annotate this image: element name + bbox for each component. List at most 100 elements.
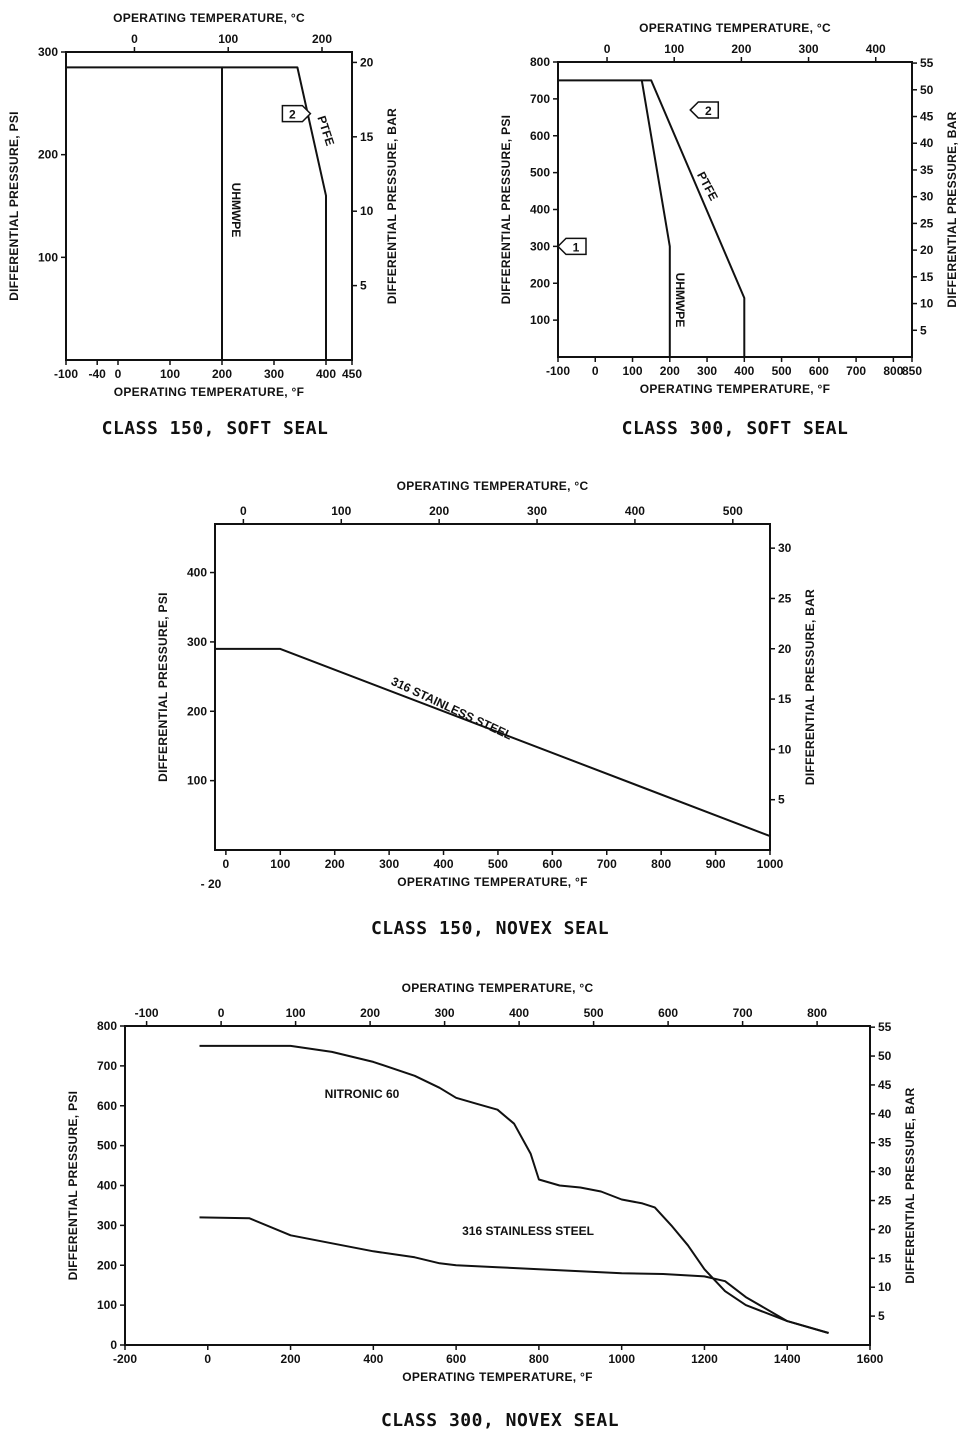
y-tick-label: 300	[530, 239, 550, 253]
series-line	[222, 66, 327, 360]
x2-tick-label: 800	[807, 1006, 827, 1020]
x-tick-label: 1200	[691, 1352, 718, 1366]
y2-axis-label: DIFFERENTIAL PRESSURE, BAR	[803, 589, 817, 785]
y2-tick-label: 5	[920, 323, 927, 337]
y2-tick-label: 20	[778, 642, 792, 656]
y-tick-label: 300	[97, 1218, 117, 1232]
y2-tick-label: 30	[920, 190, 934, 204]
x-tick-label: 200	[281, 1352, 301, 1366]
x-tick-label: 400	[363, 1352, 383, 1366]
x-tick-label: 100	[270, 857, 290, 871]
y2-tick-label: 30	[878, 1165, 892, 1179]
y2-tick-label: 20	[920, 243, 934, 257]
x-tick-label: 0	[592, 364, 599, 378]
plot-frame	[557, 61, 913, 358]
x-tick-label: 1400	[774, 1352, 801, 1366]
y2-tick-label: 15	[360, 130, 374, 144]
y-tick-label: 200	[38, 148, 58, 162]
y-tick-label: 800	[97, 1019, 117, 1033]
y-tick-label: 300	[38, 45, 58, 59]
x2-tick-label: 200	[429, 504, 449, 518]
y2-axis-label: DIFFERENTIAL PRESSURE, BAR	[385, 108, 399, 304]
y-tick-label: 400	[530, 203, 550, 217]
x2-tick-label: 100	[664, 42, 684, 56]
plot-frame	[214, 523, 771, 851]
x2-tick-label: 0	[131, 32, 138, 46]
chart-class150-novex-seal: 0 100 200 300 400 500 600 700 800 900 1000- 20 100 2…	[0, 462, 972, 912]
chart-caption: CLASS 300, NOVEX SEAL	[380, 1410, 620, 1431]
x2-tick-label: 0	[218, 1006, 225, 1020]
x-tick-label: 700	[597, 857, 617, 871]
annotation-flag: 2	[281, 104, 312, 123]
series-label: UHMWPE	[229, 183, 243, 238]
x-tick-label: 0	[115, 367, 122, 381]
x-tick-label: 0	[204, 1352, 211, 1366]
y-tick-label: 200	[97, 1258, 117, 1272]
x-tick-label: 700	[846, 364, 866, 378]
x-tick-label: 500	[772, 364, 792, 378]
x-axis-label: OPERATING TEMPERATURE, °F	[397, 875, 588, 889]
y2-tick-label: 40	[920, 136, 934, 150]
x-tick-label: 200	[660, 364, 680, 378]
y2-tick-label: 45	[920, 110, 934, 124]
y2-tick-label: 25	[878, 1194, 892, 1208]
x-tick-label: 0	[223, 857, 230, 871]
y2-tick-label: 55	[920, 56, 934, 70]
series-line	[199, 1044, 829, 1334]
chart-caption: CLASS 300, SOFT SEAL	[621, 418, 849, 439]
y2-tick-label: 55	[878, 1020, 892, 1034]
y2-tick-label: 45	[878, 1078, 892, 1092]
x2-tick-label: 300	[527, 504, 547, 518]
y-tick-label: 800	[530, 55, 550, 69]
chart-caption: CLASS 150, SOFT SEAL	[101, 418, 329, 439]
y2-tick-label: 50	[920, 83, 934, 97]
x2-tick-label: -100	[135, 1006, 159, 1020]
y-tick-label: 200	[530, 276, 550, 290]
x2-tick-label: 100	[286, 1006, 306, 1020]
y-axis-label: DIFFERENTIAL PRESSURE, PSI	[7, 111, 21, 301]
annotation-flag: 2	[689, 101, 720, 119]
series-label: UHMWPE	[673, 273, 687, 328]
x-tick-label: 200	[325, 857, 345, 871]
x2-tick-label: 100	[331, 504, 351, 518]
x2-tick-label: 500	[723, 504, 743, 518]
flag-label: 2	[705, 104, 712, 118]
x-tick-label: 500	[488, 857, 508, 871]
y-tick-label: 500	[530, 166, 550, 180]
y-axis-label: DIFFERENTIAL PRESSURE, PSI	[66, 1091, 80, 1281]
annotation-flag: 1	[556, 237, 587, 256]
chart-svg: -100 -40 0 100 200 300 400 450 100 200 300 0 100 200 5…	[7, 11, 399, 399]
x-tick-label: 600	[809, 364, 829, 378]
y2-tick-label: 20	[878, 1222, 892, 1236]
x-axis-label: OPERATING TEMPERATURE, °F	[402, 1370, 593, 1384]
x-tick-label: 600	[542, 857, 562, 871]
x-tick-label: 400	[734, 364, 754, 378]
series-label: PTFE	[314, 114, 337, 147]
y-tick-label: 700	[530, 92, 550, 106]
chart-svg: 0 100 200 300 400 500 600 700 800 900 1000- 201002…	[156, 479, 817, 891]
x-tick-label: 400	[316, 367, 336, 381]
x-axis-label: OPERATING TEMPERATURE, °F	[114, 385, 305, 399]
y-tick-label: 400	[97, 1179, 117, 1193]
x2-tick-label: 500	[584, 1006, 604, 1020]
series-label: NITRONIC 60	[325, 1087, 400, 1101]
y2-tick-label: 15	[878, 1251, 892, 1265]
y2-tick-label: 15	[778, 692, 792, 706]
chart-class300-novex-seal: -200 0 200 400 600 800 1000 1200 1400 1600 0 100 200…	[0, 968, 972, 1408]
y2-tick-label: 30	[778, 541, 792, 555]
x-tick-label: 800	[529, 1352, 549, 1366]
series-line	[558, 79, 671, 357]
x-tick-label: 300	[697, 364, 717, 378]
flag-shape	[689, 101, 720, 119]
y2-tick-label: 5	[778, 793, 785, 807]
y-tick-label: 100	[38, 250, 58, 264]
x-tick-label: 300	[379, 857, 399, 871]
x2-tick-label: 200	[360, 1006, 380, 1020]
x-tick-label: 1000	[608, 1352, 635, 1366]
x2-axis-label: OPERATING TEMPERATURE, °C	[113, 11, 305, 25]
series-label: PTFE	[694, 169, 721, 203]
x-tick-label: 300	[264, 367, 284, 381]
y2-tick-label: 35	[920, 163, 934, 177]
x-tick-label: 100	[623, 364, 643, 378]
y2-tick-label: 10	[778, 742, 792, 756]
